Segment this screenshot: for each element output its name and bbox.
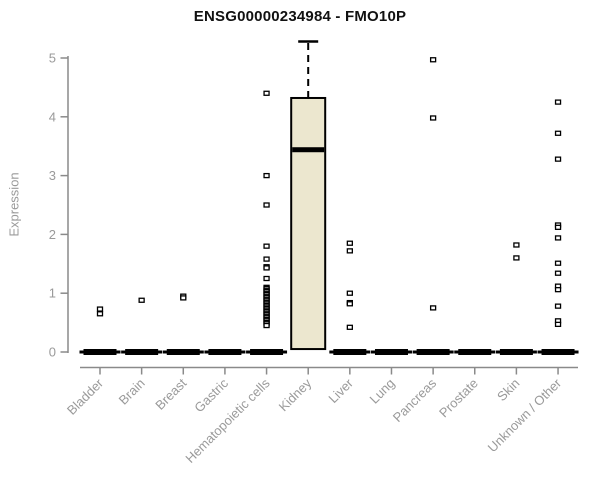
outlier-point-unknown-other xyxy=(554,235,562,241)
outlier-point-liver xyxy=(346,290,353,296)
outlier-point-hematopoietic-cells xyxy=(263,243,270,249)
outlier-point-skin xyxy=(513,255,520,261)
outlier-point-pancreas xyxy=(429,115,437,121)
outlier-point-liver xyxy=(346,240,353,246)
outlier-point-unknown-other xyxy=(554,270,562,276)
box-pancreas xyxy=(416,349,450,355)
x-category-label-gastric: Gastric xyxy=(191,375,231,415)
outlier-point-liver xyxy=(346,301,353,307)
outlier-point-hematopoietic-cells xyxy=(263,172,270,179)
box-breast xyxy=(166,349,200,355)
box-liver xyxy=(333,349,367,355)
x-category-label-liver: Liver xyxy=(325,375,356,406)
box-hematopoietic-cells xyxy=(250,349,284,355)
outlier-point-hematopoietic-cells xyxy=(263,275,270,282)
outlier-point-unknown-other xyxy=(554,130,562,136)
outlier-point-unknown-other xyxy=(554,303,562,309)
x-category-label-pancreas: Pancreas xyxy=(390,375,440,425)
box-unknown-other xyxy=(541,349,575,355)
median-kidney xyxy=(292,147,325,153)
y-tick-label: 2 xyxy=(49,227,56,242)
box-brain xyxy=(125,349,159,355)
y-tick-label: 1 xyxy=(49,286,56,301)
outlier-point-pancreas xyxy=(429,57,437,63)
x-category-label-kidney: Kidney xyxy=(276,375,315,414)
x-category-label-brain: Brain xyxy=(116,376,148,408)
outlier-point-hematopoietic-cells xyxy=(263,322,270,329)
chart-title: ENSG00000234984 - FMO10P xyxy=(193,8,407,25)
outlier-point-breast xyxy=(180,295,187,301)
outlier-point-unknown-other xyxy=(554,287,562,293)
outlier-point-unknown-other xyxy=(554,260,562,266)
x-category-label-lung: Lung xyxy=(367,376,398,407)
outlier-point-bladder xyxy=(96,311,104,317)
outlier-point-liver xyxy=(346,324,353,330)
x-category-label-prostate: Prostate xyxy=(436,376,481,421)
outlier-point-hematopoietic-cells xyxy=(263,202,270,208)
box-bladder xyxy=(83,349,117,355)
x-category-label-skin: Skin xyxy=(494,376,522,404)
y-tick-label: 0 xyxy=(49,345,56,360)
y-tick-label: 5 xyxy=(49,51,56,66)
outlier-point-liver xyxy=(346,248,353,254)
outlier-point-hematopoietic-cells xyxy=(263,265,270,271)
y-tick-label: 3 xyxy=(49,168,56,183)
box-kidney xyxy=(290,96,327,351)
outlier-point-pancreas xyxy=(429,305,437,311)
outlier-point-hematopoietic-cells xyxy=(263,256,270,262)
outlier-point-hematopoietic-cells xyxy=(263,90,270,96)
x-category-label-bladder: Bladder xyxy=(64,375,107,418)
outlier-point-bladder xyxy=(96,306,104,312)
outlier-point-skin xyxy=(513,242,520,248)
outlier-point-unknown-other xyxy=(554,156,562,162)
outlier-point-unknown-other xyxy=(554,99,562,105)
box-gastric xyxy=(208,349,242,355)
outlier-point-unknown-other xyxy=(554,321,562,328)
x-category-label-unknown-other: Unknown / Other xyxy=(485,375,565,455)
y-tick-label: 4 xyxy=(49,109,56,124)
outlier-point-unknown-other xyxy=(554,224,562,230)
box-skin xyxy=(499,349,533,355)
outlier-point-brain xyxy=(138,297,145,303)
box-lung xyxy=(374,349,408,355)
x-category-label-breast: Breast xyxy=(152,375,189,412)
box-prostate xyxy=(458,349,492,355)
